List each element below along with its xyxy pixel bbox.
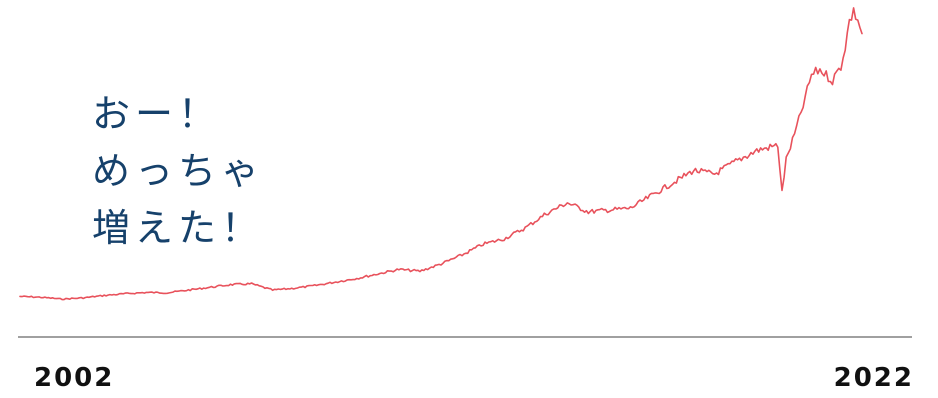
- annotation-line-3: 増えた！: [92, 206, 265, 250]
- x-tick-label-end: 2022: [833, 363, 914, 393]
- annotation-line-1: おー！: [92, 92, 222, 136]
- annotation: おー！ めっちゃ 増えた！: [92, 86, 264, 257]
- series-line: [19, 7, 863, 301]
- annotation-line-2: めっちゃ: [92, 149, 265, 193]
- x-tick-label-start: 2002: [34, 363, 115, 393]
